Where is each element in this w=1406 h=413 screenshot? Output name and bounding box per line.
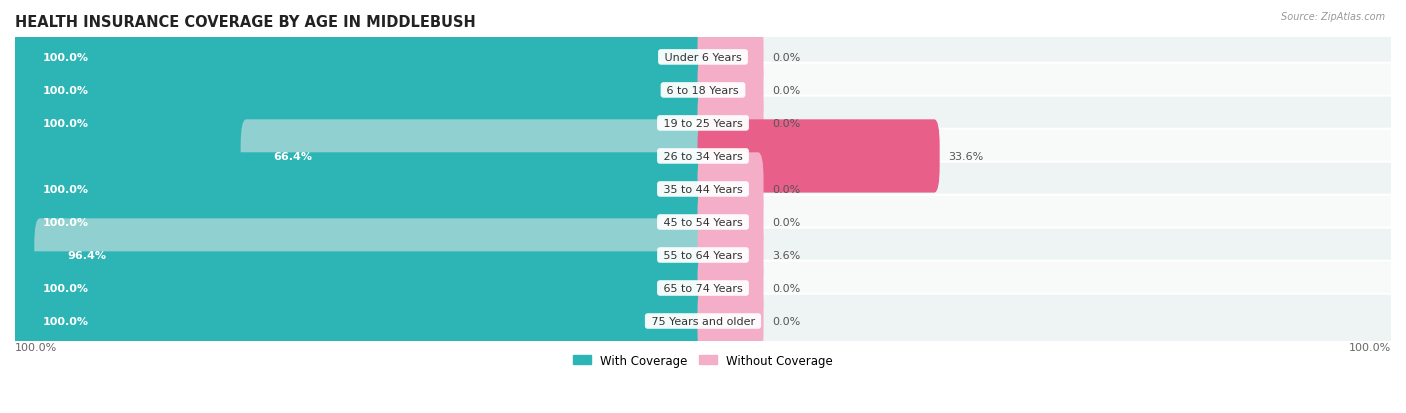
FancyBboxPatch shape — [13, 162, 1393, 217]
Text: 26 to 34 Years: 26 to 34 Years — [659, 152, 747, 161]
FancyBboxPatch shape — [13, 31, 1393, 85]
FancyBboxPatch shape — [10, 186, 709, 259]
Text: 0.0%: 0.0% — [772, 217, 800, 228]
FancyBboxPatch shape — [13, 294, 1393, 349]
FancyBboxPatch shape — [13, 195, 1393, 250]
Text: 19 to 25 Years: 19 to 25 Years — [659, 119, 747, 128]
Text: 0.0%: 0.0% — [772, 283, 800, 293]
Text: 100.0%: 100.0% — [15, 343, 58, 353]
Text: 96.4%: 96.4% — [67, 250, 107, 260]
Text: 100.0%: 100.0% — [42, 217, 89, 228]
FancyBboxPatch shape — [10, 54, 709, 127]
Text: 0.0%: 0.0% — [772, 86, 800, 96]
FancyBboxPatch shape — [13, 228, 1393, 282]
Text: 100.0%: 100.0% — [42, 119, 89, 128]
FancyBboxPatch shape — [10, 87, 709, 160]
Text: 0.0%: 0.0% — [772, 53, 800, 63]
FancyBboxPatch shape — [34, 219, 709, 292]
FancyBboxPatch shape — [697, 153, 763, 226]
Text: 6 to 18 Years: 6 to 18 Years — [664, 86, 742, 96]
Text: 55 to 64 Years: 55 to 64 Years — [659, 250, 747, 260]
FancyBboxPatch shape — [10, 153, 709, 226]
FancyBboxPatch shape — [13, 96, 1393, 151]
FancyBboxPatch shape — [697, 120, 939, 193]
Text: 66.4%: 66.4% — [274, 152, 312, 161]
Text: 0.0%: 0.0% — [772, 316, 800, 326]
Text: 65 to 74 Years: 65 to 74 Years — [659, 283, 747, 293]
Text: 100.0%: 100.0% — [42, 86, 89, 96]
FancyBboxPatch shape — [697, 54, 763, 127]
FancyBboxPatch shape — [240, 120, 709, 193]
Text: 100.0%: 100.0% — [42, 185, 89, 195]
FancyBboxPatch shape — [697, 87, 763, 160]
Legend: With Coverage, Without Coverage: With Coverage, Without Coverage — [568, 349, 838, 371]
Text: 0.0%: 0.0% — [772, 185, 800, 195]
FancyBboxPatch shape — [13, 261, 1393, 316]
Text: 35 to 44 Years: 35 to 44 Years — [659, 185, 747, 195]
FancyBboxPatch shape — [697, 285, 763, 358]
Text: 45 to 54 Years: 45 to 54 Years — [659, 217, 747, 228]
Text: 0.0%: 0.0% — [772, 119, 800, 128]
Text: 100.0%: 100.0% — [42, 283, 89, 293]
FancyBboxPatch shape — [10, 252, 709, 325]
Text: 33.6%: 33.6% — [948, 152, 983, 161]
Text: 75 Years and older: 75 Years and older — [648, 316, 758, 326]
Text: 3.6%: 3.6% — [772, 250, 800, 260]
FancyBboxPatch shape — [697, 219, 763, 292]
Text: HEALTH INSURANCE COVERAGE BY AGE IN MIDDLEBUSH: HEALTH INSURANCE COVERAGE BY AGE IN MIDD… — [15, 15, 475, 30]
Text: 100.0%: 100.0% — [1348, 343, 1391, 353]
Text: Under 6 Years: Under 6 Years — [661, 53, 745, 63]
FancyBboxPatch shape — [13, 64, 1393, 118]
Text: Source: ZipAtlas.com: Source: ZipAtlas.com — [1281, 12, 1385, 22]
FancyBboxPatch shape — [13, 129, 1393, 184]
FancyBboxPatch shape — [10, 21, 709, 94]
FancyBboxPatch shape — [697, 252, 763, 325]
Text: 100.0%: 100.0% — [42, 316, 89, 326]
FancyBboxPatch shape — [697, 21, 763, 94]
FancyBboxPatch shape — [10, 285, 709, 358]
Text: 100.0%: 100.0% — [42, 53, 89, 63]
FancyBboxPatch shape — [697, 186, 763, 259]
